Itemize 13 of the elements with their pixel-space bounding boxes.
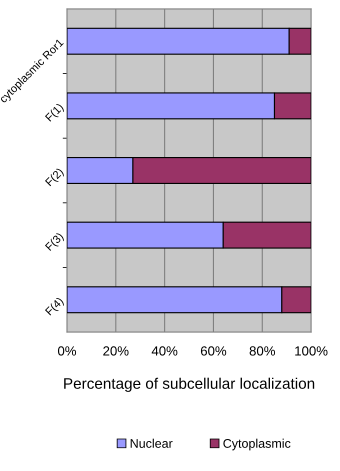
x-tick-label: 100% [295, 346, 328, 356]
x-tick-label: 60% [200, 346, 226, 356]
legend-label: Cytoplasmic [223, 438, 290, 450]
x-tick-label: 0% [58, 346, 76, 356]
y-tick-label: F(2) [44, 167, 66, 188]
x-tick-label: 40% [152, 346, 178, 356]
legend-label: Nuclear [130, 438, 173, 448]
y-tick-label: F(3) [44, 232, 66, 253]
x-tick-label: 20% [103, 346, 129, 356]
y-tick-label: F(4) [44, 296, 66, 318]
x-tick-label: 80% [250, 346, 276, 356]
x-axis-title: Percentage of subcellular localization [64, 378, 314, 392]
y-tick-label: F(1) [44, 102, 66, 124]
